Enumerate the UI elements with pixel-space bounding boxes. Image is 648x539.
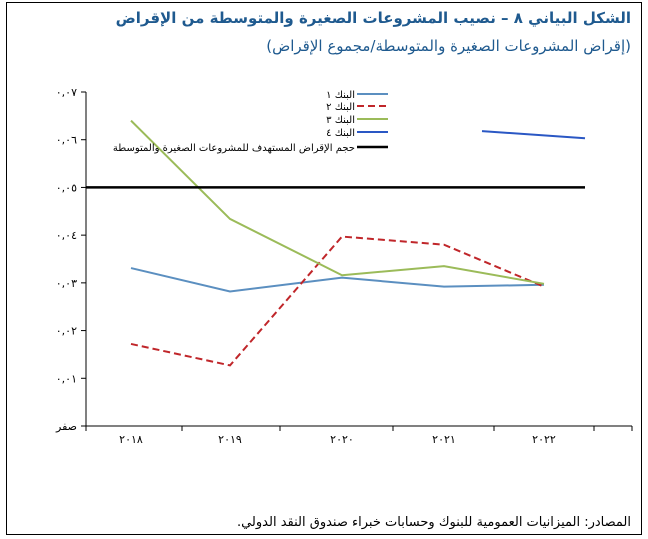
series-line-4 (481, 130, 586, 140)
source-note: المصادر: الميزانيات العمومية للبنوك وحسا… (236, 515, 631, 530)
chart-title: الشكل البياني ٨ – نصيب المشروعات الصغيرة… (115, 9, 631, 27)
x-tick-label: ٢٠٢٠ (330, 433, 354, 446)
legend-label: البنك ٣ (326, 115, 355, 126)
y-tick-label: ٠,٠٢ (56, 325, 77, 338)
legend-label: البنك ٤ (326, 128, 355, 139)
y-tick-label: ٠,٠٧ (56, 86, 77, 99)
y-tick-label: ٠,٠١ (56, 372, 77, 385)
x-tick-label: ٢٠١٩ (218, 433, 242, 446)
y-tick-label: ٠,٠٤ (56, 229, 77, 242)
x-tick-label: ٢٠١٨ (119, 433, 143, 446)
y-tick-label: ٠,٠٣ (56, 277, 77, 290)
chart-subtitle: (إقراض المشروعات الصغيرة والمتوسطة/مجموع… (266, 37, 631, 55)
series-line-3 (130, 119, 545, 285)
legend-label: البنك ٢ (326, 102, 355, 113)
legend-label: حجم الإقراض المستهدف للمشروعات الصغيرة و… (113, 143, 355, 154)
y-tick-label: صفر (55, 420, 77, 433)
x-tick-label: ٢٠٢١ (432, 433, 456, 446)
series-line-1 (130, 267, 545, 293)
y-tick-label: ٠,٠٥ (56, 181, 77, 194)
series-line-2 (130, 235, 545, 367)
legend-label: البنك ١ (326, 90, 355, 101)
y-tick-label: ٠,٠٦ (56, 134, 77, 147)
figure-frame: الشكل البياني ٨ – نصيب المشروعات الصغيرة… (6, 2, 642, 535)
x-tick-label: ٢٠٢٢ (532, 433, 556, 446)
